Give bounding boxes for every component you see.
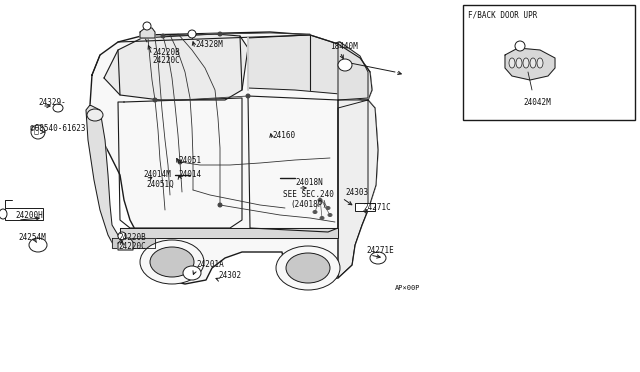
Ellipse shape [326,206,330,209]
Text: 24160: 24160 [272,131,295,140]
Ellipse shape [320,217,324,219]
Text: 24042M: 24042M [523,98,551,107]
Ellipse shape [318,199,322,202]
Ellipse shape [276,246,340,290]
Text: ©08540-61623: ©08540-61623 [30,124,86,133]
Polygon shape [104,34,248,100]
Ellipse shape [178,160,182,164]
Ellipse shape [370,252,386,264]
Ellipse shape [338,59,352,71]
Ellipse shape [246,94,250,98]
Ellipse shape [31,125,45,139]
Ellipse shape [523,58,529,68]
Ellipse shape [515,41,525,51]
Ellipse shape [183,266,201,280]
Polygon shape [112,238,155,248]
Text: 24220C: 24220C [152,56,180,65]
Ellipse shape [153,98,157,102]
Ellipse shape [537,58,543,68]
Text: 24200H: 24200H [15,211,43,220]
Text: 24201A: 24201A [196,260,224,269]
Ellipse shape [161,34,165,38]
Polygon shape [248,35,372,100]
Text: 24302: 24302 [218,271,241,280]
Polygon shape [90,32,378,284]
Text: SEE SEC.240: SEE SEC.240 [283,190,334,199]
Ellipse shape [53,104,63,112]
Ellipse shape [530,58,536,68]
Text: 24254M: 24254M [18,233,45,242]
Polygon shape [338,42,368,100]
Polygon shape [338,100,378,278]
Ellipse shape [188,30,196,38]
Text: 24220B: 24220B [118,233,146,242]
Text: 18440M: 18440M [330,42,358,51]
Text: 24051: 24051 [178,156,201,165]
Text: 24220B: 24220B [152,48,180,57]
Text: 24329-: 24329- [38,98,66,107]
Polygon shape [118,238,133,250]
Text: 24220C: 24220C [118,242,146,251]
Text: 24014M: 24014M [143,170,171,179]
Bar [355,203,375,211]
Text: 24018N: 24018N [295,178,323,187]
Ellipse shape [0,209,7,219]
Text: (24018P): (24018P) [290,200,327,209]
Text: 24328M: 24328M [195,40,223,49]
Text: 24271C: 24271C [363,203,391,212]
Text: 24303: 24303 [345,188,368,197]
Text: 24014: 24014 [178,170,201,179]
Text: Ⓢ: Ⓢ [34,126,39,135]
Ellipse shape [118,232,126,240]
Polygon shape [86,105,120,248]
Ellipse shape [218,32,222,36]
Polygon shape [120,228,338,238]
Text: AP×00P: AP×00P [395,285,420,291]
Ellipse shape [286,253,330,283]
Ellipse shape [313,211,317,214]
Ellipse shape [516,58,522,68]
Text: 24051Q: 24051Q [146,180,173,189]
Ellipse shape [140,240,204,284]
Ellipse shape [218,203,222,207]
Ellipse shape [143,22,151,30]
Text: F/BACK DOOR UPR: F/BACK DOOR UPR [468,10,538,19]
Text: 24271E: 24271E [366,246,394,255]
Bar [5,208,43,220]
Bar [463,5,635,120]
Polygon shape [140,28,155,38]
Ellipse shape [509,58,515,68]
Ellipse shape [87,109,103,121]
Polygon shape [338,100,368,278]
Ellipse shape [328,214,332,217]
Polygon shape [505,48,555,80]
Ellipse shape [150,247,194,277]
Ellipse shape [29,238,47,252]
